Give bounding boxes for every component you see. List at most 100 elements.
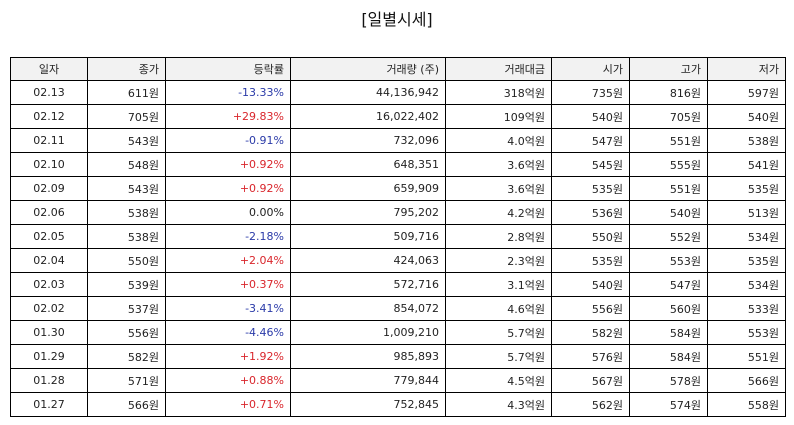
table-row: 02.12 705원 +29.83% 16,022,402 109억원 540원 705원 5… — [10, 104, 786, 129]
header-low: 저가 — [707, 57, 786, 81]
page-title: [일별시세] — [361, 10, 433, 29]
cell-volume: 648,351 — [290, 152, 446, 177]
cell-close: 538원 — [87, 200, 166, 225]
table-row: 02.10 548원 +0.92% 648,351 3.6억원 545원 555원 541원 — [10, 152, 786, 177]
cell-date: 02.11 — [10, 128, 88, 153]
header-open: 시가 — [551, 57, 630, 81]
header-high: 고가 — [629, 57, 708, 81]
cell-low: 534원 — [707, 224, 786, 249]
cell-low: 558원 — [707, 392, 786, 417]
header-amount: 거래대금 — [445, 57, 552, 81]
cell-date: 02.12 — [10, 104, 88, 129]
cell-low: 597원 — [707, 80, 786, 105]
header-date: 일자 — [10, 57, 88, 81]
table-row: 02.13 611원 -13.33% 44,136,942 318억원 735원 816원 5… — [10, 80, 786, 105]
cell-date: 01.28 — [10, 368, 88, 393]
cell-volume: 985,893 — [290, 344, 446, 369]
cell-open: 550원 — [551, 224, 630, 249]
cell-amount: 4.2억원 — [445, 200, 552, 225]
table-row: 02.09 543원 +0.92% 659,909 3.6억원 535원 551원 535원 — [10, 176, 786, 201]
cell-change: +0.92% — [165, 152, 291, 177]
cell-open: 545원 — [551, 152, 630, 177]
cell-open: 535원 — [551, 248, 630, 273]
table-row: 02.11 543원 -0.91% 732,096 4.0억원 547원 551원 538원 — [10, 128, 786, 153]
cell-change: +0.92% — [165, 176, 291, 201]
table-row: 01.29 582원 +1.92% 985,893 5.7억원 576원 584원 551원 — [10, 344, 786, 369]
cell-volume: 659,909 — [290, 176, 446, 201]
cell-close: 571원 — [87, 368, 166, 393]
cell-close: 538원 — [87, 224, 166, 249]
table-header-row: 일자 종가 등락률 거래량 (주) 거래대금 시가 고가 저가 — [10, 57, 786, 81]
cell-low: 553원 — [707, 320, 786, 345]
cell-high: 551원 — [629, 128, 708, 153]
cell-amount: 3.6억원 — [445, 152, 552, 177]
cell-volume: 752,845 — [290, 392, 446, 417]
table-row: 01.30 556원 -4.46% 1,009,210 5.7억원 582원 584원 553… — [10, 320, 786, 345]
cell-close: 543원 — [87, 128, 166, 153]
table-row: 02.02 537원 -3.41% 854,072 4.6억원 556원 560원 533원 — [10, 296, 786, 321]
cell-volume: 732,096 — [290, 128, 446, 153]
cell-open: 540원 — [551, 272, 630, 297]
cell-low: 551원 — [707, 344, 786, 369]
cell-amount: 5.7억원 — [445, 320, 552, 345]
cell-open: 535원 — [551, 176, 630, 201]
cell-low: 534원 — [707, 272, 786, 297]
cell-volume: 424,063 — [290, 248, 446, 273]
cell-volume: 1,009,210 — [290, 320, 446, 345]
cell-volume: 44,136,942 — [290, 80, 446, 105]
cell-date: 02.05 — [10, 224, 88, 249]
cell-low: 535원 — [707, 248, 786, 273]
cell-low: 541원 — [707, 152, 786, 177]
cell-volume: 779,844 — [290, 368, 446, 393]
cell-volume: 16,022,402 — [290, 104, 446, 129]
cell-low: 540원 — [707, 104, 786, 129]
table-body: 02.13 611원 -13.33% 44,136,942 318억원 735원 816원 5… — [10, 80, 786, 417]
cell-close: 705원 — [87, 104, 166, 129]
cell-high: 578원 — [629, 368, 708, 393]
cell-high: 574원 — [629, 392, 708, 417]
cell-change: -13.33% — [165, 80, 291, 105]
cell-change: -3.41% — [165, 296, 291, 321]
cell-low: 535원 — [707, 176, 786, 201]
cell-close: 537원 — [87, 296, 166, 321]
cell-change: +2.04% — [165, 248, 291, 273]
header-close: 종가 — [87, 57, 166, 81]
cell-high: 816원 — [629, 80, 708, 105]
cell-high: 584원 — [629, 344, 708, 369]
cell-date: 02.03 — [10, 272, 88, 297]
daily-price-table: 일자 종가 등락률 거래량 (주) 거래대금 시가 고가 저가 02.13 611… — [10, 57, 786, 417]
cell-open: 547원 — [551, 128, 630, 153]
cell-low: 566원 — [707, 368, 786, 393]
cell-low: 513원 — [707, 200, 786, 225]
cell-date: 02.10 — [10, 152, 88, 177]
cell-amount: 4.0억원 — [445, 128, 552, 153]
cell-high: 553원 — [629, 248, 708, 273]
cell-close: 548원 — [87, 152, 166, 177]
cell-high: 584원 — [629, 320, 708, 345]
cell-close: 611원 — [87, 80, 166, 105]
cell-open: 536원 — [551, 200, 630, 225]
cell-open: 556원 — [551, 296, 630, 321]
cell-volume: 572,716 — [290, 272, 446, 297]
cell-date: 02.09 — [10, 176, 88, 201]
cell-date: 01.30 — [10, 320, 88, 345]
cell-open: 562원 — [551, 392, 630, 417]
cell-close: 556원 — [87, 320, 166, 345]
cell-amount: 3.1억원 — [445, 272, 552, 297]
cell-change: +0.88% — [165, 368, 291, 393]
cell-high: 551원 — [629, 176, 708, 201]
cell-open: 582원 — [551, 320, 630, 345]
cell-open: 576원 — [551, 344, 630, 369]
cell-date: 01.27 — [10, 392, 88, 417]
cell-high: 560원 — [629, 296, 708, 321]
cell-amount: 109억원 — [445, 104, 552, 129]
header-volume: 거래량 (주) — [290, 57, 446, 81]
header-change: 등락률 — [165, 57, 291, 81]
cell-open: 567원 — [551, 368, 630, 393]
cell-amount: 2.3억원 — [445, 248, 552, 273]
cell-amount: 4.5억원 — [445, 368, 552, 393]
cell-change: +0.37% — [165, 272, 291, 297]
cell-high: 555원 — [629, 152, 708, 177]
cell-amount: 2.8억원 — [445, 224, 552, 249]
cell-change: +29.83% — [165, 104, 291, 129]
